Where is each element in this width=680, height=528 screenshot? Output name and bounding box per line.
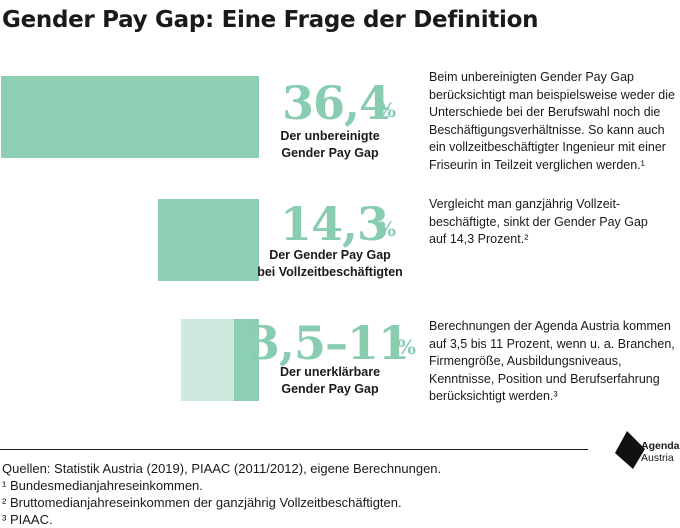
description-line: ein vollzeitbeschäftigter Ingenieur mit …: [429, 140, 666, 154]
description-unbereinigt: Beim unbereinigten Gender Pay Gap berück…: [429, 69, 675, 174]
label-unerklaerbar: Der unerklärbare Gender Pay Gap: [250, 364, 410, 398]
logo-text: Agenda Austria: [641, 440, 680, 464]
percent-sign-unerklaerbar: %: [397, 335, 417, 359]
description-vollzeit: Vergleicht man ganzjährig Vollzeit- besc…: [429, 196, 648, 249]
label-line: Der unerklärbare: [279, 365, 381, 379]
divider: [0, 449, 588, 450]
chart-title: Gender Pay Gap: Eine Frage der Definitio…: [2, 7, 539, 33]
footnote-3: ³ PIAAC.: [2, 512, 53, 527]
bar-unerklaerbar-min: [234, 319, 259, 401]
description-line: auf 3,5 bis 11 Prozent, wenn u. a. Branc…: [429, 336, 675, 351]
description-line: Unterschiede bei der Berufswahl noch die: [429, 105, 661, 119]
label-line: Gender Pay Gap: [281, 146, 379, 160]
value-vollzeit: 14,3: [280, 197, 389, 251]
label-line: bei Vollzeitbeschäftigten: [257, 265, 403, 279]
label-unbereinigt: Der unbereinigte Gender Pay Gap: [250, 128, 410, 162]
percent-sign-vollzeit: %: [377, 217, 397, 241]
description-line: Vergleicht man ganzjährig Vollzeit-: [429, 197, 621, 211]
value-unbereinigt: 36,4: [282, 76, 391, 130]
agenda-austria-logo-icon: [615, 431, 645, 469]
description-line: beschäftigte, sinkt der Gender Pay Gap: [429, 214, 648, 229]
value-unerklaerbar: 3,5–11: [248, 316, 410, 370]
label-line: Der unbereinigte: [280, 129, 380, 143]
description-unerklaerbar: Berechnungen der Agenda Austria kommen a…: [429, 318, 675, 406]
description-line: auf 14,3 Prozent.²: [429, 232, 529, 246]
description-line: Firmengröße, Ausbildungsniveaus,: [429, 354, 622, 368]
label-vollzeit: Der Gender Pay Gap bei Vollzeitbeschäfti…: [250, 247, 410, 281]
description-line: Kenntnisse, Position und Berufserfahrung: [429, 371, 660, 386]
bar-unbereinigt: [1, 76, 259, 158]
logo-word-agenda: Agenda: [641, 440, 680, 452]
label-line: Der Gender Pay Gap: [269, 248, 391, 262]
description-line: Friseurin in Teilzeit verglichen werden.…: [429, 157, 645, 172]
footnote-1: ¹ Bundesmedianjahreseinkommen.: [2, 478, 203, 493]
description-line: berücksichtigt man beispielsweise weder …: [429, 87, 675, 102]
description-line: Beschäftigungsverhältnisse. So kann auch: [429, 122, 665, 137]
footnote-2: ² Bruttomedianjahreseinkommen der ganzjä…: [2, 495, 402, 510]
percent-sign-unbereinigt: %: [377, 98, 397, 122]
logo-word-austria: Austria: [641, 452, 674, 464]
description-line: Berechnungen der Agenda Austria kommen: [429, 319, 671, 333]
bar-vollzeit: [158, 199, 259, 281]
label-line: Gender Pay Gap: [281, 382, 379, 396]
sources: Quellen: Statistik Austria (2019), PIAAC…: [2, 460, 441, 528]
description-line: berücksichtigt werden.³: [429, 389, 558, 403]
description-line: Beim unbereinigten Gender Pay Gap: [429, 70, 634, 84]
source-line: Quellen: Statistik Austria (2019), PIAAC…: [2, 461, 442, 476]
